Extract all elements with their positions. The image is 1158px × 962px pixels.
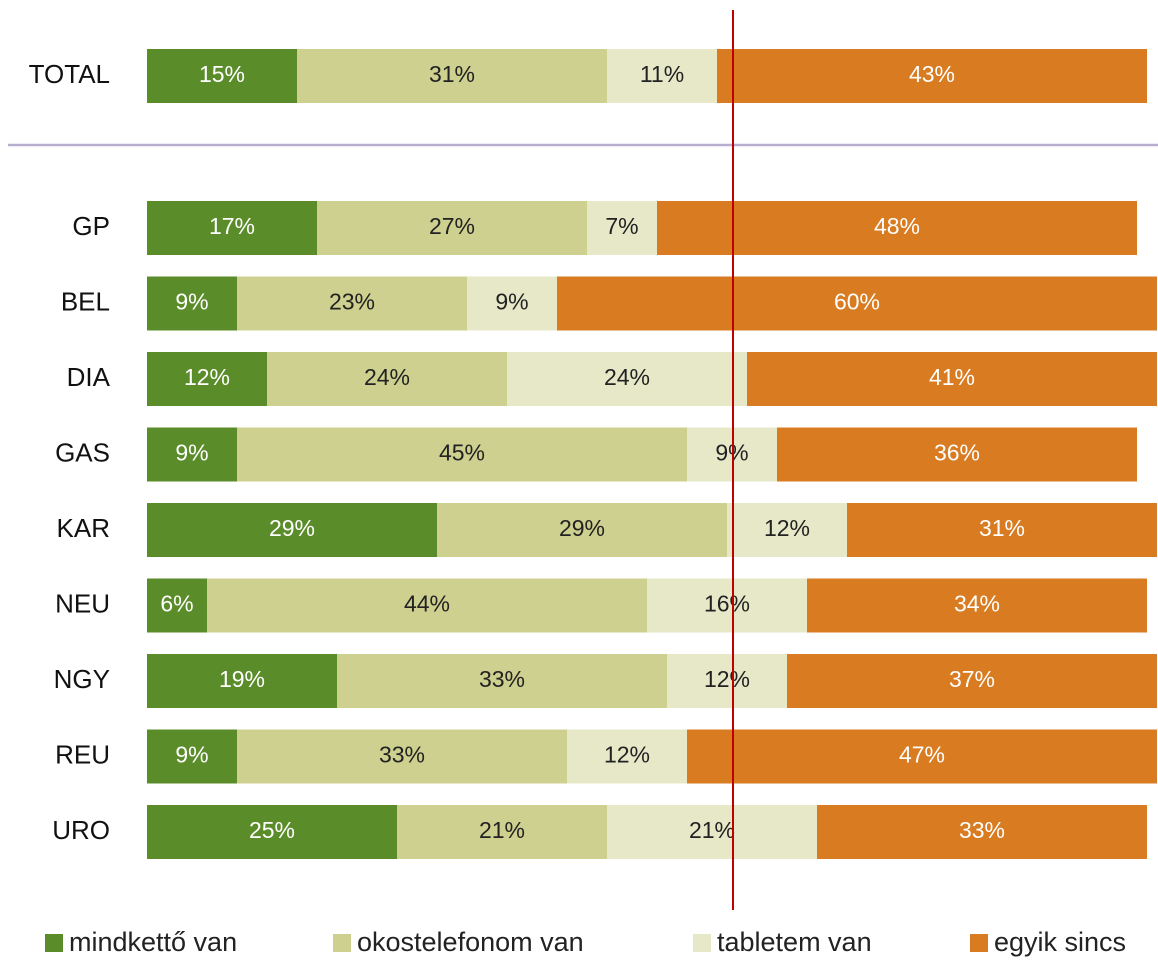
category-label: NEU [55, 588, 110, 618]
bar-segment [237, 729, 567, 784]
bar-segment [147, 427, 237, 482]
bar-segment [337, 654, 667, 708]
category-label: GAS [55, 437, 110, 467]
bar-segment [147, 276, 237, 331]
legend-swatch [970, 934, 988, 952]
bar-segment [607, 805, 817, 859]
bar-segment [437, 503, 727, 557]
value-label: 11% [640, 61, 684, 87]
value-label: 60% [834, 289, 880, 315]
category-label: NGY [54, 664, 110, 694]
legend-label: mindkettő van [69, 927, 237, 957]
bar-segment [727, 503, 847, 557]
category-label: BEL [61, 286, 110, 316]
bar-segment [207, 578, 647, 633]
value-label: 29% [269, 515, 315, 541]
value-label: 16% [704, 591, 750, 617]
value-label: 9% [175, 289, 208, 315]
value-label: 37% [949, 666, 995, 692]
category-label: REU [55, 739, 110, 769]
bar-segment [147, 578, 207, 633]
bar-segment [147, 503, 437, 557]
bar-segment [687, 729, 1157, 784]
value-label: 41% [929, 364, 975, 390]
value-label: 12% [704, 666, 750, 692]
value-label: 21% [479, 817, 525, 843]
value-label: 23% [329, 289, 375, 315]
value-label: 31% [429, 61, 475, 87]
value-label: 21% [689, 817, 735, 843]
value-label: 24% [364, 364, 410, 390]
value-label: 9% [495, 289, 528, 315]
value-label: 33% [379, 742, 425, 768]
bar-segment [507, 352, 747, 406]
bar-segment [297, 49, 607, 103]
bar-segment [787, 654, 1157, 708]
value-label: 12% [604, 742, 650, 768]
bar-segment [237, 427, 687, 482]
bar-segment [657, 201, 1137, 255]
bar-segment [587, 201, 657, 255]
category-label: TOTAL [29, 59, 110, 89]
bar-segment [817, 805, 1147, 859]
bar-segment [467, 276, 557, 331]
value-label: 9% [175, 440, 208, 466]
bar-segment [847, 503, 1157, 557]
category-label: URO [52, 815, 110, 845]
value-label: 31% [979, 515, 1025, 541]
bar-segment [147, 352, 267, 406]
bar-segment [147, 49, 297, 103]
bar-segment [807, 578, 1147, 633]
bar-segment [667, 654, 787, 708]
bar-segment [147, 729, 237, 784]
bar-segment [567, 729, 687, 784]
legend-label: tabletem van [717, 927, 872, 957]
bar-segment [717, 49, 1147, 103]
value-label: 15% [199, 61, 245, 87]
value-label: 19% [219, 666, 265, 692]
value-label: 6% [160, 591, 193, 617]
value-label: 9% [175, 742, 208, 768]
value-label: 25% [249, 817, 295, 843]
legend-swatch [45, 934, 63, 952]
value-label: 33% [959, 817, 1005, 843]
value-label: 47% [899, 742, 945, 768]
legend-label: okostelefonom van [357, 927, 584, 957]
value-label: 45% [439, 440, 485, 466]
value-label: 7% [605, 213, 638, 239]
value-label: 29% [559, 515, 605, 541]
category-label: KAR [57, 513, 110, 543]
legend-swatch [693, 934, 711, 952]
bar-segment [147, 805, 397, 859]
legend-label: egyik sincs [994, 927, 1126, 957]
value-label: 36% [934, 440, 980, 466]
value-label: 33% [479, 666, 525, 692]
bar-segment [317, 201, 587, 255]
value-label: 27% [429, 213, 475, 239]
bar-segment [747, 352, 1157, 406]
bar-segment [147, 201, 317, 255]
value-label: 48% [874, 213, 920, 239]
bar-segment [647, 578, 807, 633]
bar-segment [267, 352, 507, 406]
bar-segment [397, 805, 607, 859]
value-label: 44% [404, 591, 450, 617]
category-label: GP [72, 211, 110, 241]
value-label: 12% [764, 515, 810, 541]
value-label: 12% [184, 364, 230, 390]
legend-swatch [333, 934, 351, 952]
value-label: 34% [954, 591, 1000, 617]
value-label: 43% [909, 61, 955, 87]
category-label: DIA [67, 362, 111, 392]
bar-segment [607, 49, 717, 103]
bar-segment [147, 654, 337, 708]
value-label: 24% [604, 364, 650, 390]
bar-segment [557, 276, 1157, 331]
bar-segment [237, 276, 467, 331]
bar-segment [777, 427, 1137, 482]
value-label: 17% [209, 213, 255, 239]
